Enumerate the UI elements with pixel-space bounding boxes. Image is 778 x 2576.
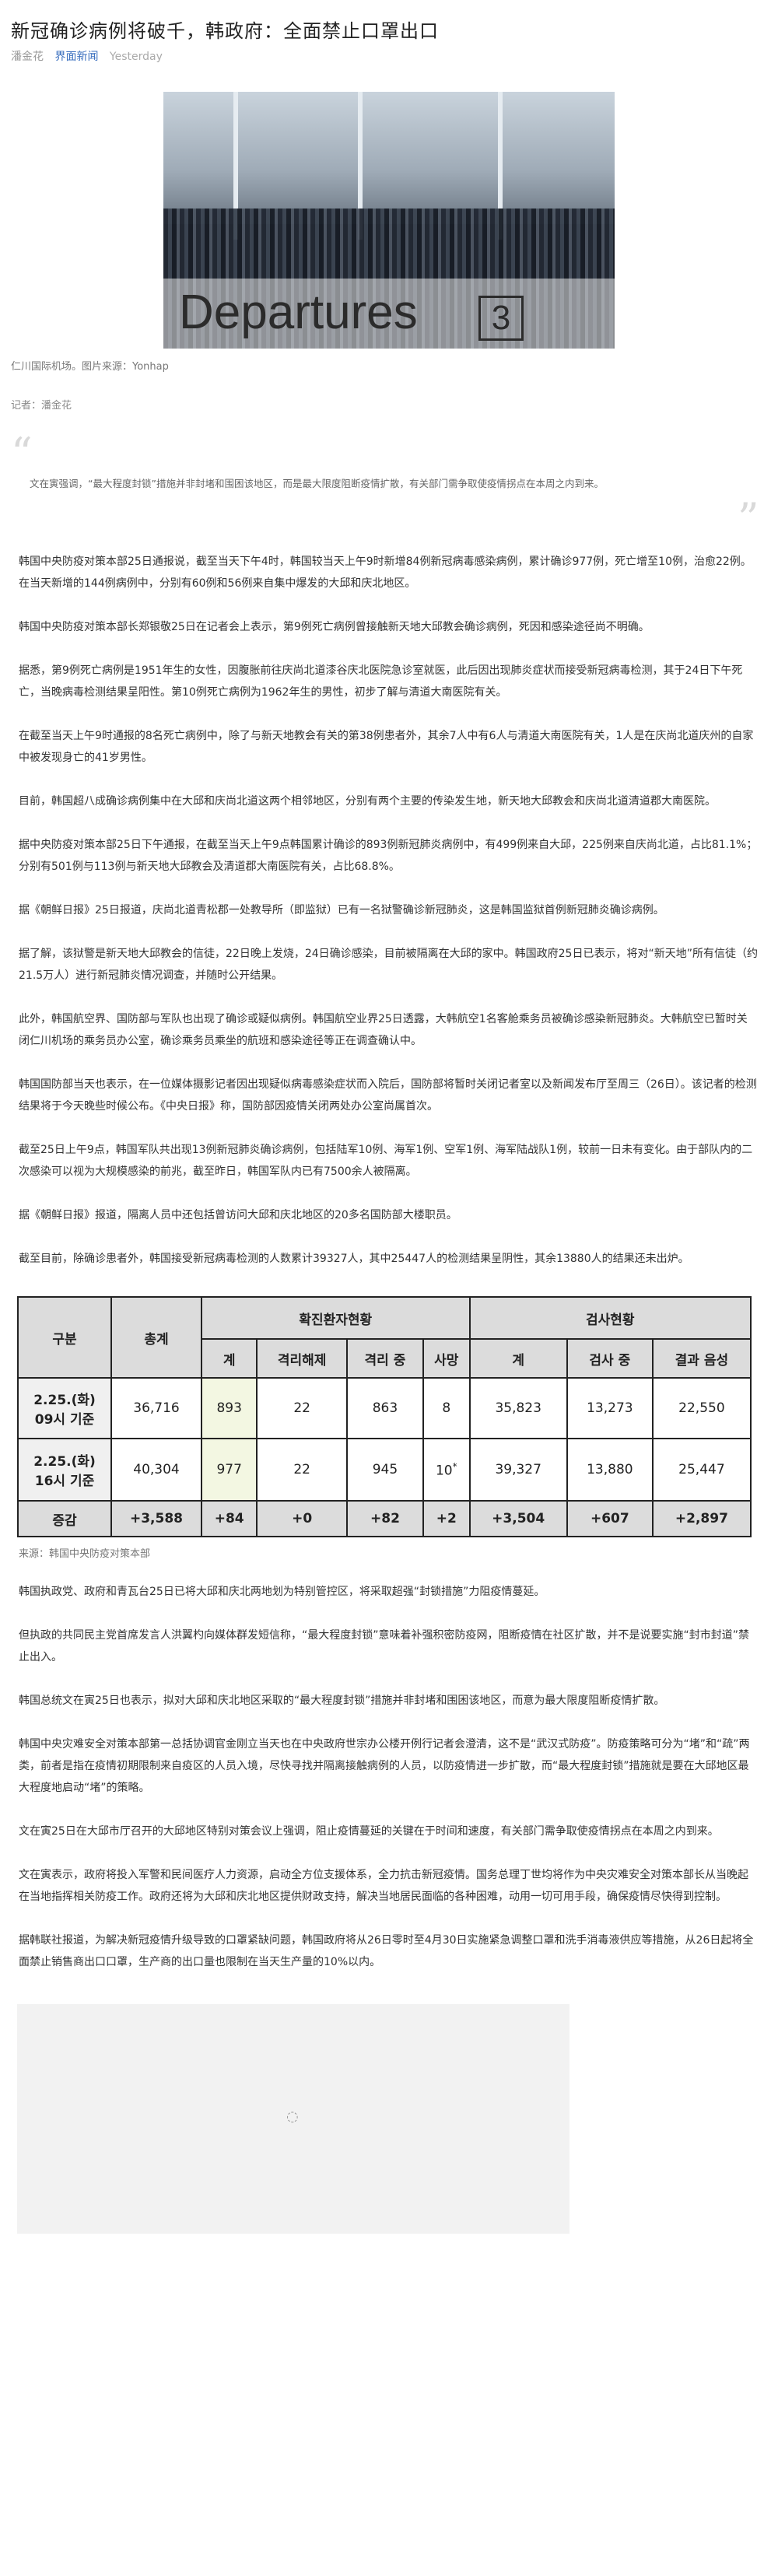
table-source: 来源：韩国中央防疫对策本部 [19,1548,151,1560]
table-cell: +3,504 [468,1500,568,1537]
paragraph: 韩国国防部当天也表示，在一位媒体摄影记者因出现疑似病毒感染症状而入院后，国防部将… [19,1078,757,1113]
hero-image[interactable]: Departures 3 [163,92,615,349]
table-cell: 36,716 [110,1377,202,1439]
hero-beam [233,92,238,240]
paragraph: 据了解，该狱警是新天地大邱教会的信徒，22日晚上发烧，24日确诊感染，目前被隔离… [19,948,758,982]
table-cell: +2,897 [651,1500,752,1537]
hero-ceiling [163,92,615,224]
paragraph: 据韩联社报道，为解决新冠疫情升级导致的口罩紧缺问题，韩国政府将从26日零时至4月… [19,1934,754,1968]
paragraph: 据《朝鲜日报》报道，隔离人员中还包括曾访问大邱和庆北地区的20多名国防部大楼职员… [19,1209,457,1221]
sum-label: 증감 [17,1500,112,1537]
paragraph: 但执政的共同民主党首席发言人洪翼杓向媒体群发短信称，“最大程度封锁”意味着补强积… [19,1629,750,1663]
row-label-time: 09시 기준 [34,1412,95,1428]
table-cell: 25,447 [651,1438,752,1502]
table-cell: 22 [256,1438,348,1502]
paragraph: 韩国中央灾难安全对策本部第一总括协调官金刚立当天也在中央政府世宗办公楼开例行记者… [19,1738,750,1794]
article-meta: 潘金花 界面新闻 Yesterday [11,48,170,64]
death-footnote-mark: * [452,1460,457,1472]
loading-spinner-icon: ◌ [286,2108,299,2125]
departures-sign-text: Departures [179,286,418,339]
table-cell: +607 [566,1500,654,1537]
paragraph: 截至25日上午9点，韩国军队共出现13例新冠肺炎确诊病例，包括陆军10例、海军1… [19,1144,753,1178]
quote-open-icon: “ [11,429,33,478]
paragraph: 此外，韩国航空界、国防部与军队也出现了确诊或疑似病例。韩国航空业界25日透露，大… [19,1013,748,1047]
sub-header: 계 [468,1338,568,1379]
reporter-line: 记者：潘金花 [11,400,72,412]
table-sum-row: 증감 +3,588 +84 +0 +82 +2 +3,504 +607 +2,8… [17,1500,752,1537]
table-cell: 22,550 [651,1377,752,1439]
video-player[interactable]: ◌ [17,2004,569,2234]
sub-header: 계 [200,1338,258,1379]
row-label-date: 2.25.(화) [33,1454,96,1470]
table-cell: 35,823 [468,1377,568,1439]
quote-close-icon: ” [738,494,759,543]
col-test-group: 검사현황 [468,1296,752,1340]
col-confirmed-group: 확진환자현황 [201,1296,471,1340]
author-name[interactable]: 潘金花 [11,51,44,63]
paragraph: 韩国中央防疫对策本部25日通报说，截至当天下午4时，韩国较当天上午9时新增84例… [19,556,752,590]
col-total: 총계 [110,1296,202,1379]
table-cell: +82 [345,1500,425,1537]
paragraph: 目前，韩国超八成确诊病例集中在大邱和庆尚北道这两个相邻地区，分别有两个主要的传染… [19,795,716,808]
death-count: 10 [435,1463,453,1479]
table-cell: 8 [422,1377,471,1439]
table-cell: +3,588 [110,1500,202,1537]
table-cell: 977 [200,1438,258,1502]
table-cell: 39,327 [468,1438,568,1502]
pull-quote: 文在寅强调，“最大程度封锁”措施并非封堵和围困该地区，而是最大限度阻断疫情扩散，… [30,478,604,489]
departures-sign [163,279,615,349]
paragraph: 文在寅表示，政府将投入军警和民间医疗人力资源，启动全方位支援体系，全力抗击新冠疫… [19,1869,748,1903]
row-label-date: 2.25.(화) [33,1393,96,1408]
row-label-time: 16시 기준 [34,1474,95,1489]
hero-beam [498,92,503,240]
table-cell: 945 [345,1438,425,1502]
table-cell: 22 [256,1377,348,1439]
row-label: 2.25.(화) 09시 기준 [17,1377,112,1439]
table-row: 2.25.(화) 16시 기준 40,304 977 22 945 10* 39,… [17,1438,752,1502]
paragraph: 韩国总统文在寅25日也表示，拟对大邱和庆北地区采取的“最大程度封锁”措施并非封堵… [19,1695,665,1707]
paragraph: 文在寅25日在大邱市厅召开的大邱地区特别对策会议上强调，阻止疫情蔓延的关键在于时… [19,1825,719,1838]
table-cell: +0 [256,1500,348,1537]
table-cell: +84 [200,1500,258,1537]
article-title: 新冠确诊病例将破千，韩政府：全面禁止口罩出口 [11,20,439,42]
table-cell: 40,304 [110,1438,202,1502]
sub-header: 격리해제 [256,1338,348,1379]
paragraph: 据悉，第9例死亡病例是1951年生的女性，因腹胀前往庆尚北道漆谷庆北医院急诊室就… [19,664,743,699]
paragraph: 截至目前，除确诊患者外，韩国接受新冠病毒检测的人数累计39327人，其中2544… [19,1253,689,1265]
paragraph: 韩国执政党、政府和青瓦台25日已将大邱和庆北两地划为特别管控区，将采取超强“封锁… [19,1586,545,1598]
hero-beam [358,92,363,240]
sub-header: 사망 [422,1338,471,1379]
paragraph: 据《朝鲜日报》25日报道，庆尚北道青松郡一处教导所（即监狱）已有一名狱警确诊新冠… [19,904,664,916]
table-cell: +2 [422,1500,471,1537]
table-cell: 13,273 [566,1377,654,1439]
gate-number: 3 [478,296,524,341]
table-cell: 893 [200,1377,258,1439]
source-link[interactable]: 界面新闻 [54,51,99,63]
paragraph: 在截至当天上午9时通报的8名死亡病例中，除了与新天地教会有关的第38例患者外，其… [19,730,754,764]
image-caption: 仁川国际机场。图片来源：Yonhap [11,361,169,373]
paragraph: 韩国中央防疫对策本部长郑银敬25日在记者会上表示，第9例死亡病例曾接触新天地大邱… [19,621,650,633]
table-cell: 863 [345,1377,425,1439]
stats-table: 구분 총계 확진환자현황 검사현황 계 격리해제 격리 중 사망 계 검사 중 … [17,1296,752,1537]
sub-header: 결과 음성 [651,1338,752,1379]
sub-header: 격리 중 [345,1338,425,1379]
paragraph: 据中央防疫对策本部25日下午通报，在截至当天上午9点韩国累计确诊的893例新冠肺… [19,839,758,873]
publish-time: Yesterday [109,51,163,63]
table-row: 2.25.(화) 09시 기준 36,716 893 22 863 8 35,82… [17,1377,752,1439]
col-category: 구분 [17,1296,112,1379]
table-cell: 13,880 [566,1438,654,1502]
table-cell: 10* [422,1438,471,1502]
row-label: 2.25.(화) 16시 기준 [17,1438,112,1502]
sub-header: 검사 중 [566,1338,654,1379]
